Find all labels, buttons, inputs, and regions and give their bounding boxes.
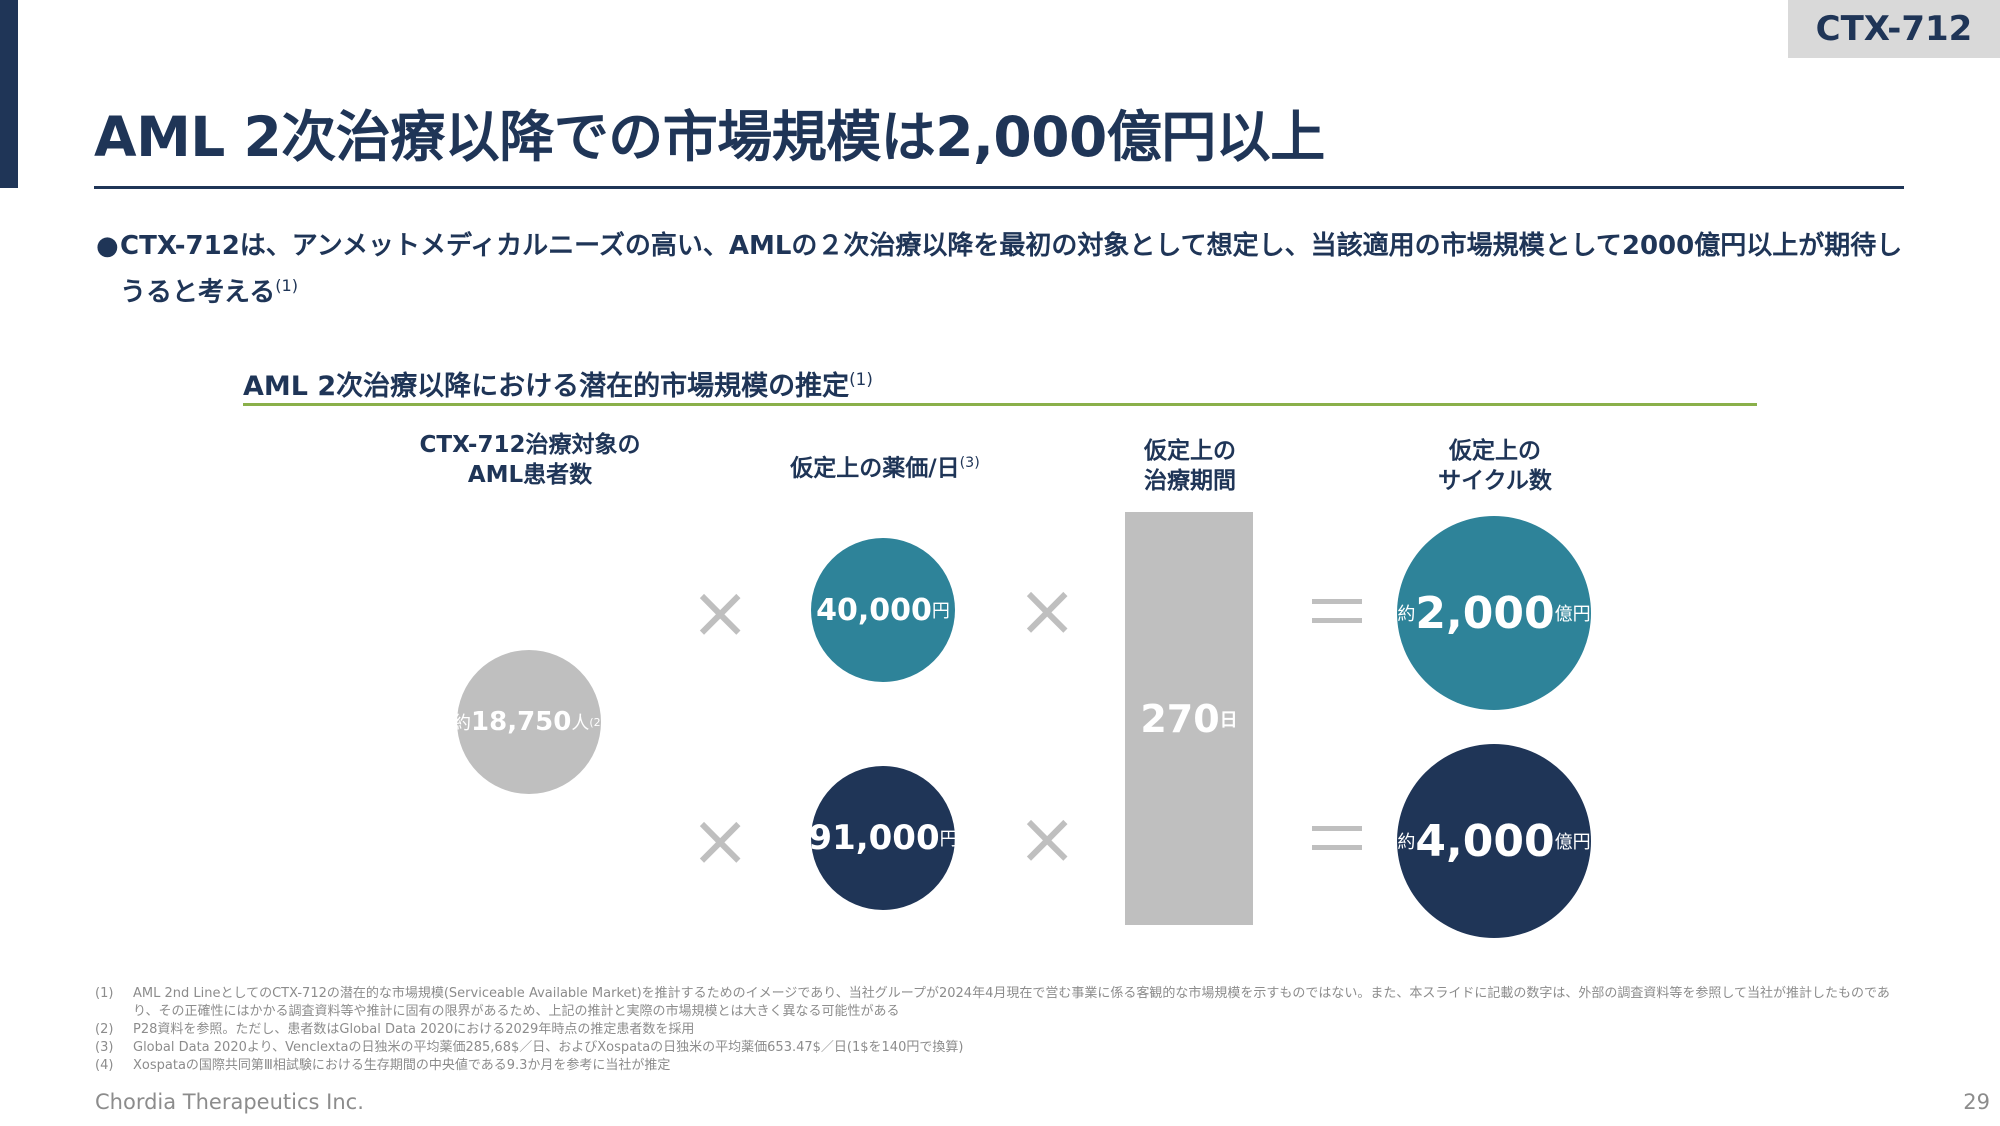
equals-icon-top	[1312, 599, 1362, 623]
patients-circle: 約 18,750 人 (2)	[453, 650, 605, 794]
price-low-unit: 円	[939, 829, 958, 850]
header-price-text: 仮定上の薬価/日	[790, 455, 960, 482]
footnote-1-num: (1)	[95, 986, 114, 1001]
title-divider	[94, 186, 1904, 189]
footnote-1: (1) AML 2nd LineとしてのCTX-712の潜在的な市場規模(Serv…	[95, 985, 1915, 1021]
footnote-2: (2) P28資料を参照。ただし、患者数はGlobal Data 2020における…	[95, 1021, 1915, 1039]
header-patients-line2: AML患者数	[467, 462, 593, 488]
page-number: 29	[1963, 1090, 1990, 1114]
result-high-unit: 億円	[1554, 604, 1591, 625]
header-period: 仮定上の 治療期間	[1090, 436, 1290, 496]
price-low-value: 91,000	[808, 818, 940, 858]
patients-footnote-ref: (2)	[589, 715, 605, 729]
header-period-line2: 治療期間	[1144, 468, 1236, 494]
result-circle-low: 約 4,000 億円	[1397, 744, 1591, 938]
page-title: AML 2次治療以降での市場規模は2,000億円以上	[94, 105, 1325, 169]
result-high-prefix: 約	[1397, 604, 1416, 625]
price-circle-low: 91,000 円	[808, 766, 958, 910]
result-circle-high: 約 2,000 億円	[1397, 516, 1591, 710]
footnote-4: (4) Xospataの国際共同第Ⅲ相試験における生存期間の中央値である9.3か月…	[95, 1057, 1915, 1075]
footnote-2-num: (2)	[95, 1022, 114, 1037]
period-value: 270	[1140, 696, 1220, 741]
patients-unit: 人	[571, 713, 590, 734]
footnote-3-num: (3)	[95, 1040, 114, 1055]
footnote-4-text: Xospataの国際共同第Ⅲ相試験における生存期間の中央値である9.3か月を参考…	[133, 1058, 671, 1073]
company-name: Chordia Therapeutics Inc.	[95, 1090, 364, 1114]
price-circle-high: 40,000 円	[811, 538, 955, 682]
price-high-value: 40,000	[816, 592, 932, 628]
result-high-value: 2,000	[1415, 587, 1555, 639]
section-title-text: AML 2次治療以降における潜在的市場規模の推定	[243, 371, 850, 402]
header-price: 仮定上の薬価/日(3)	[760, 448, 1010, 484]
period-unit: 日	[1219, 709, 1238, 731]
times-icon-top-right: ×	[1017, 568, 1078, 652]
summary-bullet: ● CTX-712は、アンメットメディカルニーズの高い、AMLの２次治療以降を最…	[96, 226, 1916, 313]
treatment-period-bar: 270 日	[1125, 512, 1253, 925]
footnote-3-text: Global Data 2020より、Venclextaの日独米の平均薬価285…	[133, 1040, 964, 1055]
patients-value: 18,750	[471, 707, 572, 737]
section-title: AML 2次治療以降における潜在的市場規模の推定(1)	[243, 364, 873, 403]
summary-footnote-ref: (1)	[275, 276, 299, 295]
times-icon-bottom-left: ×	[690, 798, 751, 882]
header-price-footnote-ref: (3)	[959, 455, 980, 471]
patients-prefix: 約	[453, 713, 472, 734]
footnote-3: (3) Global Data 2020より、Venclextaの日独米の平均薬価…	[95, 1039, 1915, 1057]
header-patients-line1: CTX-712治療対象の	[419, 432, 641, 458]
footnote-2-text: P28資料を参照。ただし、患者数はGlobal Data 2020における202…	[133, 1022, 695, 1037]
result-low-value: 4,000	[1415, 815, 1555, 867]
footnote-4-num: (4)	[95, 1058, 114, 1073]
header-cycles-line1: 仮定上の	[1449, 438, 1541, 464]
footnotes: (1) AML 2nd LineとしてのCTX-712の潜在的な市場規模(Serv…	[95, 985, 1915, 1075]
times-icon-top-left: ×	[690, 570, 751, 654]
summary-text-body: CTX-712は、アンメットメディカルニーズの高い、AMLの２次治療以降を最初の…	[120, 231, 1903, 308]
section-divider	[243, 403, 1757, 406]
bullet-dot-icon: ●	[96, 231, 119, 261]
header-cycles-line2: サイクル数	[1438, 468, 1552, 494]
header-cycles: 仮定上の サイクル数	[1395, 436, 1595, 496]
result-low-prefix: 約	[1397, 832, 1416, 853]
result-low-unit: 億円	[1554, 832, 1591, 853]
header-period-line1: 仮定上の	[1144, 438, 1236, 464]
header-patients: CTX-712治療対象の AML患者数	[405, 430, 655, 490]
product-tag: CTX-712	[1788, 0, 2000, 58]
price-high-unit: 円	[931, 601, 950, 622]
summary-text: CTX-712は、アンメットメディカルニーズの高い、AMLの２次治療以降を最初の…	[96, 226, 1916, 313]
times-icon-bottom-right: ×	[1017, 796, 1078, 880]
left-accent-bar	[0, 0, 18, 188]
footnote-1-text: AML 2nd LineとしてのCTX-712の潜在的な市場規模(Service…	[133, 986, 1890, 1019]
equals-icon-bottom	[1312, 826, 1362, 850]
section-footnote-ref: (1)	[849, 369, 873, 389]
